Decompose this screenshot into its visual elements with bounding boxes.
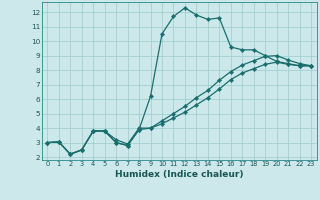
X-axis label: Humidex (Indice chaleur): Humidex (Indice chaleur) [115, 170, 244, 179]
